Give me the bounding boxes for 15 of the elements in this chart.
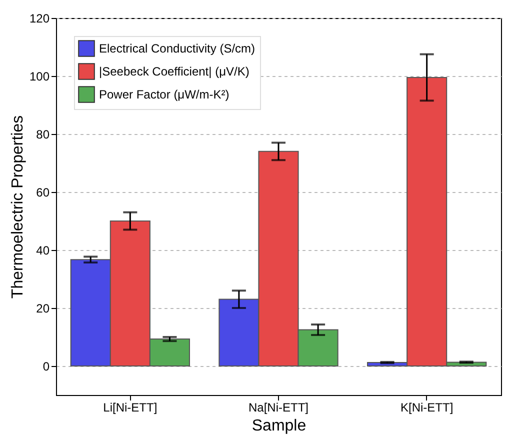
- legend-label: |Seebeck Coefficient| (μV/K): [99, 64, 250, 78]
- y-tick-label: 60: [36, 186, 50, 200]
- legend-label: Power Factor (μW/m-K²): [99, 88, 230, 102]
- y-tick-label: 0: [42, 360, 50, 374]
- y-tick-label: 40: [36, 244, 50, 258]
- x-tick-label: Na[Ni-ETT]: [248, 400, 308, 414]
- y-tick-label: 100: [29, 70, 50, 84]
- y-tick-label: 120: [29, 12, 50, 26]
- x-tick-label: Li[Ni-ETT]: [103, 400, 158, 414]
- legend-label: Electrical Conductivity (S/cm): [99, 42, 256, 56]
- y-tick-label: 80: [36, 128, 50, 142]
- y-tick-label: 20: [36, 302, 50, 316]
- x-tick-label: K[Ni-ETT]: [400, 400, 454, 414]
- x-axis-title: Sample: [252, 418, 306, 434]
- y-axis-title: Thermoelectric Properties: [9, 115, 26, 299]
